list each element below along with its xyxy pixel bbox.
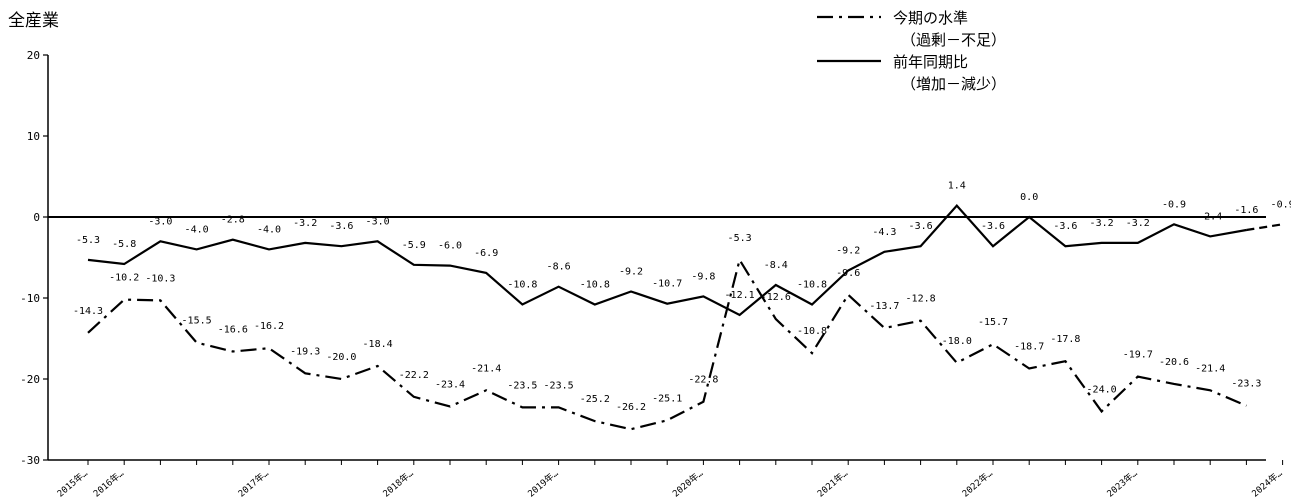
- data-label-yoy: -10.8: [507, 279, 537, 290]
- data-label-level: -19.7: [1123, 350, 1153, 361]
- data-label-yoy: -2.4: [1198, 211, 1222, 222]
- data-label-level: -20.6: [1159, 357, 1189, 368]
- legend-label-level: 今期の水準: [893, 9, 969, 27]
- legend-sub-label-yoy: （増加－減少）: [901, 75, 1007, 93]
- data-label-level: -19.3: [290, 346, 320, 357]
- data-label-yoy: -12.1: [725, 290, 755, 301]
- data-label-level: -16.2: [254, 321, 284, 332]
- chart-title: 全産業: [8, 11, 59, 31]
- data-label-level: -12.8: [906, 294, 936, 305]
- data-label-yoy: -3.6: [329, 221, 353, 232]
- legend-label-yoy: 前年同期比: [893, 53, 969, 71]
- data-label-level: -18.4: [363, 339, 393, 350]
- data-label-level: -15.7: [978, 317, 1008, 328]
- x-tick-label: 2024年…: [1249, 467, 1285, 500]
- data-label-yoy: 0.0: [1020, 192, 1038, 203]
- data-label-level: -5.3: [728, 233, 752, 244]
- data-label-level: -21.4: [471, 363, 501, 374]
- data-label-level: -25.2: [580, 394, 610, 405]
- data-label-yoy: -3.6: [909, 221, 933, 232]
- data-label-yoy: -3.2: [1090, 218, 1114, 229]
- data-label-level: -23.3: [1231, 379, 1261, 390]
- data-label-yoy: -9.2: [836, 245, 860, 256]
- data-label-level: -10.2: [109, 273, 139, 284]
- data-label-yoy: -4.0: [257, 224, 281, 235]
- data-label-yoy: -3.6: [981, 221, 1005, 232]
- data-label-level: -14.3: [73, 306, 103, 317]
- data-label-level: -10.3: [145, 273, 175, 284]
- data-label-level: -24.0: [1087, 384, 1117, 395]
- x-tick-label: 2016年…: [91, 467, 127, 500]
- data-label-level: -13.7: [869, 301, 899, 312]
- y-tick-label: -30: [20, 454, 40, 467]
- data-label-yoy: -10.8: [797, 279, 827, 290]
- data-label-level: -21.4: [1195, 363, 1225, 374]
- legend-dashdot-line-icon: [817, 15, 881, 19]
- data-label-yoy: -1.6: [1234, 205, 1258, 216]
- data-label-level: -9.6: [836, 268, 860, 279]
- x-tick-label: 2017年…: [236, 467, 272, 500]
- data-label-yoy: -4.0: [185, 224, 209, 235]
- x-tick-label: 2020年…: [670, 467, 706, 500]
- x-tick-label: 2022年…: [960, 467, 996, 500]
- data-label-level: -23.5: [544, 380, 574, 391]
- data-label-level: -25.1: [652, 393, 682, 404]
- data-label-level: -18.7: [1014, 341, 1044, 352]
- x-tick-label: 2019年…: [525, 467, 561, 500]
- data-label-level: -15.5: [182, 316, 212, 327]
- data-label-level: -10.8: [797, 326, 827, 337]
- data-label-yoy: -3.2: [1126, 218, 1150, 229]
- data-label-level: -23.4: [435, 380, 465, 391]
- data-label-level: -26.2: [616, 402, 646, 413]
- data-label-yoy: -6.9: [474, 248, 498, 259]
- data-label-yoy: -5.3: [76, 235, 100, 246]
- y-tick-label: 20: [27, 49, 40, 62]
- x-tick-label: 2018年…: [380, 467, 416, 500]
- data-label-yoy: -5.9: [402, 240, 426, 251]
- data-label-yoy: -3.6: [1053, 221, 1077, 232]
- series-line-level: [87, 257, 1247, 431]
- data-label-yoy: -9.2: [619, 267, 643, 278]
- x-tick-label: 2015年…: [55, 467, 91, 500]
- data-label-yoy: -4.3: [872, 227, 896, 238]
- data-label-level: -16.6: [218, 324, 248, 335]
- data-label-yoy: -3.2: [293, 218, 317, 229]
- y-tick-label: -10: [20, 292, 40, 305]
- data-label-yoy: -2.8: [221, 215, 245, 226]
- y-tick-label: 0: [33, 211, 40, 224]
- x-tick-label: 2021年…: [815, 467, 851, 500]
- data-label-yoy: 1.4: [948, 181, 966, 192]
- legend-solid-line-icon: [817, 59, 881, 63]
- data-label-yoy: -10.8: [580, 279, 610, 290]
- y-tick-label: -20: [20, 373, 40, 386]
- data-label-yoy: -0.9: [1271, 199, 1291, 210]
- series-line-yoy-latest: [1246, 223, 1283, 232]
- data-label-yoy: -9.8: [691, 271, 715, 282]
- legend-sub-label-level: （過剰－不足）: [901, 31, 1007, 49]
- data-label-yoy: -10.7: [652, 279, 682, 290]
- x-tick-label: 2023年…: [1104, 467, 1140, 500]
- data-label-level: -22.2: [399, 370, 429, 381]
- data-label-yoy: -8.6: [547, 262, 571, 273]
- data-label-level: -20.0: [326, 352, 356, 363]
- data-label-level: -22.8: [688, 375, 718, 386]
- data-label-level: -17.8: [1050, 334, 1080, 345]
- data-label-yoy: -3.0: [366, 216, 390, 227]
- series-line-yoy: [87, 204, 1247, 317]
- y-tick-label: 10: [27, 130, 40, 143]
- data-label-level: -23.5: [507, 380, 537, 391]
- data-label-yoy: -6.0: [438, 241, 462, 252]
- data-label-yoy: -0.9: [1162, 199, 1186, 210]
- data-label-level: -18.0: [942, 336, 972, 347]
- data-label-yoy: -3.0: [148, 216, 172, 227]
- data-label-yoy: -5.8: [112, 239, 136, 250]
- data-label-level: -12.6: [761, 292, 791, 303]
- data-label-yoy: -8.4: [764, 260, 788, 271]
